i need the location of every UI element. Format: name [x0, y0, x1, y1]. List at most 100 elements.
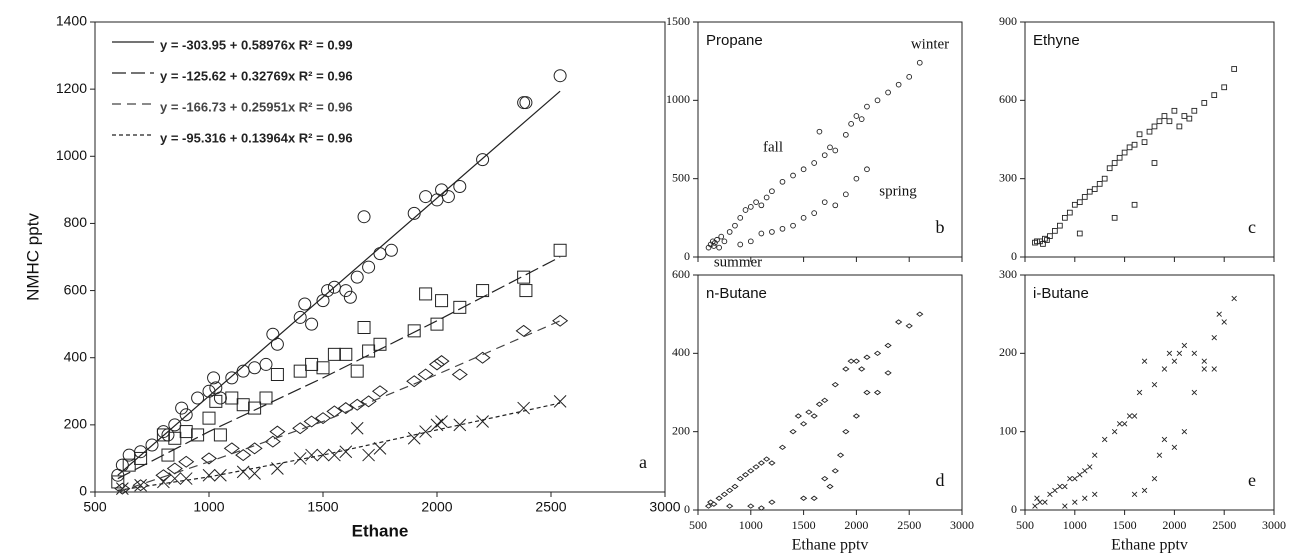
point [339, 284, 353, 298]
point [1231, 295, 1237, 302]
point [768, 499, 776, 505]
y-tick-label: 200 [672, 423, 690, 437]
point [1151, 475, 1158, 482]
point [343, 290, 357, 304]
y-tick-label: 0 [1011, 502, 1017, 516]
point [916, 311, 924, 317]
point [350, 364, 364, 378]
x-axis-label: Ethane pptv [792, 537, 869, 554]
point [407, 431, 421, 445]
x-tick-label: 500 [1016, 518, 1034, 532]
y-tick-label: 0 [684, 502, 690, 516]
point [1061, 214, 1068, 221]
point [718, 233, 725, 240]
x-tick-label: 1500 [792, 518, 816, 532]
point [303, 415, 320, 428]
point [168, 431, 182, 445]
point [246, 442, 263, 455]
point [1067, 475, 1073, 482]
x-tick-label: 2500 [535, 499, 566, 515]
point [737, 214, 744, 221]
point [758, 230, 765, 237]
point [916, 59, 923, 66]
point [742, 207, 749, 213]
point [1211, 92, 1218, 98]
y-tick-label: 0 [79, 483, 87, 499]
plot-frame [94, 21, 666, 493]
y-tick-label: 1200 [56, 80, 87, 96]
point [726, 487, 734, 494]
point [863, 389, 871, 396]
point [1106, 165, 1113, 172]
point [852, 413, 861, 419]
point [714, 236, 720, 243]
point [360, 395, 377, 408]
panel-label: c [1248, 217, 1256, 237]
point [721, 238, 728, 245]
point [1072, 475, 1078, 482]
panel-title: Ethyne [1033, 32, 1080, 49]
point [200, 452, 218, 465]
point [453, 418, 467, 432]
point [1087, 464, 1093, 470]
point [166, 462, 183, 475]
point [1116, 421, 1123, 427]
point [161, 448, 175, 462]
point [885, 89, 891, 96]
y-tick-label: 1000 [56, 147, 87, 163]
point [1211, 334, 1217, 341]
point [1057, 222, 1063, 229]
point [515, 324, 532, 337]
panel: 0 500 1000 1500 Propane b winter fall spring summ… [666, 14, 963, 270]
y-tick-label: 1400 [56, 13, 87, 29]
point [350, 270, 364, 284]
point [419, 425, 432, 438]
point [1201, 100, 1208, 106]
x-tick-label: 3000 [950, 518, 974, 532]
point [519, 284, 533, 298]
point [1037, 499, 1043, 505]
y-tick-label: 900 [999, 14, 1017, 28]
point [553, 69, 567, 83]
point [553, 395, 567, 408]
point [1176, 123, 1183, 130]
x-tick-label: 1000 [193, 499, 224, 515]
point [1121, 149, 1128, 156]
point [858, 366, 866, 372]
point [207, 371, 221, 385]
point [732, 222, 738, 229]
point [757, 460, 765, 466]
point [132, 479, 149, 492]
point [821, 152, 828, 159]
x-tick-label: 500 [689, 518, 707, 532]
point [842, 191, 849, 198]
point [225, 371, 239, 385]
annotation: winter [911, 36, 949, 52]
point [1156, 452, 1163, 458]
y-tick-label: 500 [672, 170, 690, 184]
point [1101, 175, 1108, 182]
panel: 0 100 200 300 500 1000 1500 2000 2500 3000 Ethane … [999, 267, 1286, 554]
point [453, 180, 467, 193]
point [1191, 350, 1198, 357]
y-tick-label: 0 [1011, 249, 1017, 263]
x-tick-label: 1500 [1113, 518, 1137, 532]
fit-line [117, 402, 561, 491]
point [747, 204, 754, 210]
point [799, 421, 808, 427]
point [1161, 113, 1168, 119]
point [435, 415, 448, 428]
point [832, 147, 839, 154]
point [848, 120, 854, 127]
y-tick-label: 200 [999, 345, 1017, 359]
point [1091, 186, 1098, 192]
point [1181, 113, 1188, 119]
point [321, 284, 335, 298]
point [1161, 366, 1168, 372]
point [145, 438, 159, 452]
point [1131, 201, 1138, 208]
panel-label: d [936, 470, 945, 490]
point [1166, 118, 1173, 125]
point [357, 321, 371, 334]
